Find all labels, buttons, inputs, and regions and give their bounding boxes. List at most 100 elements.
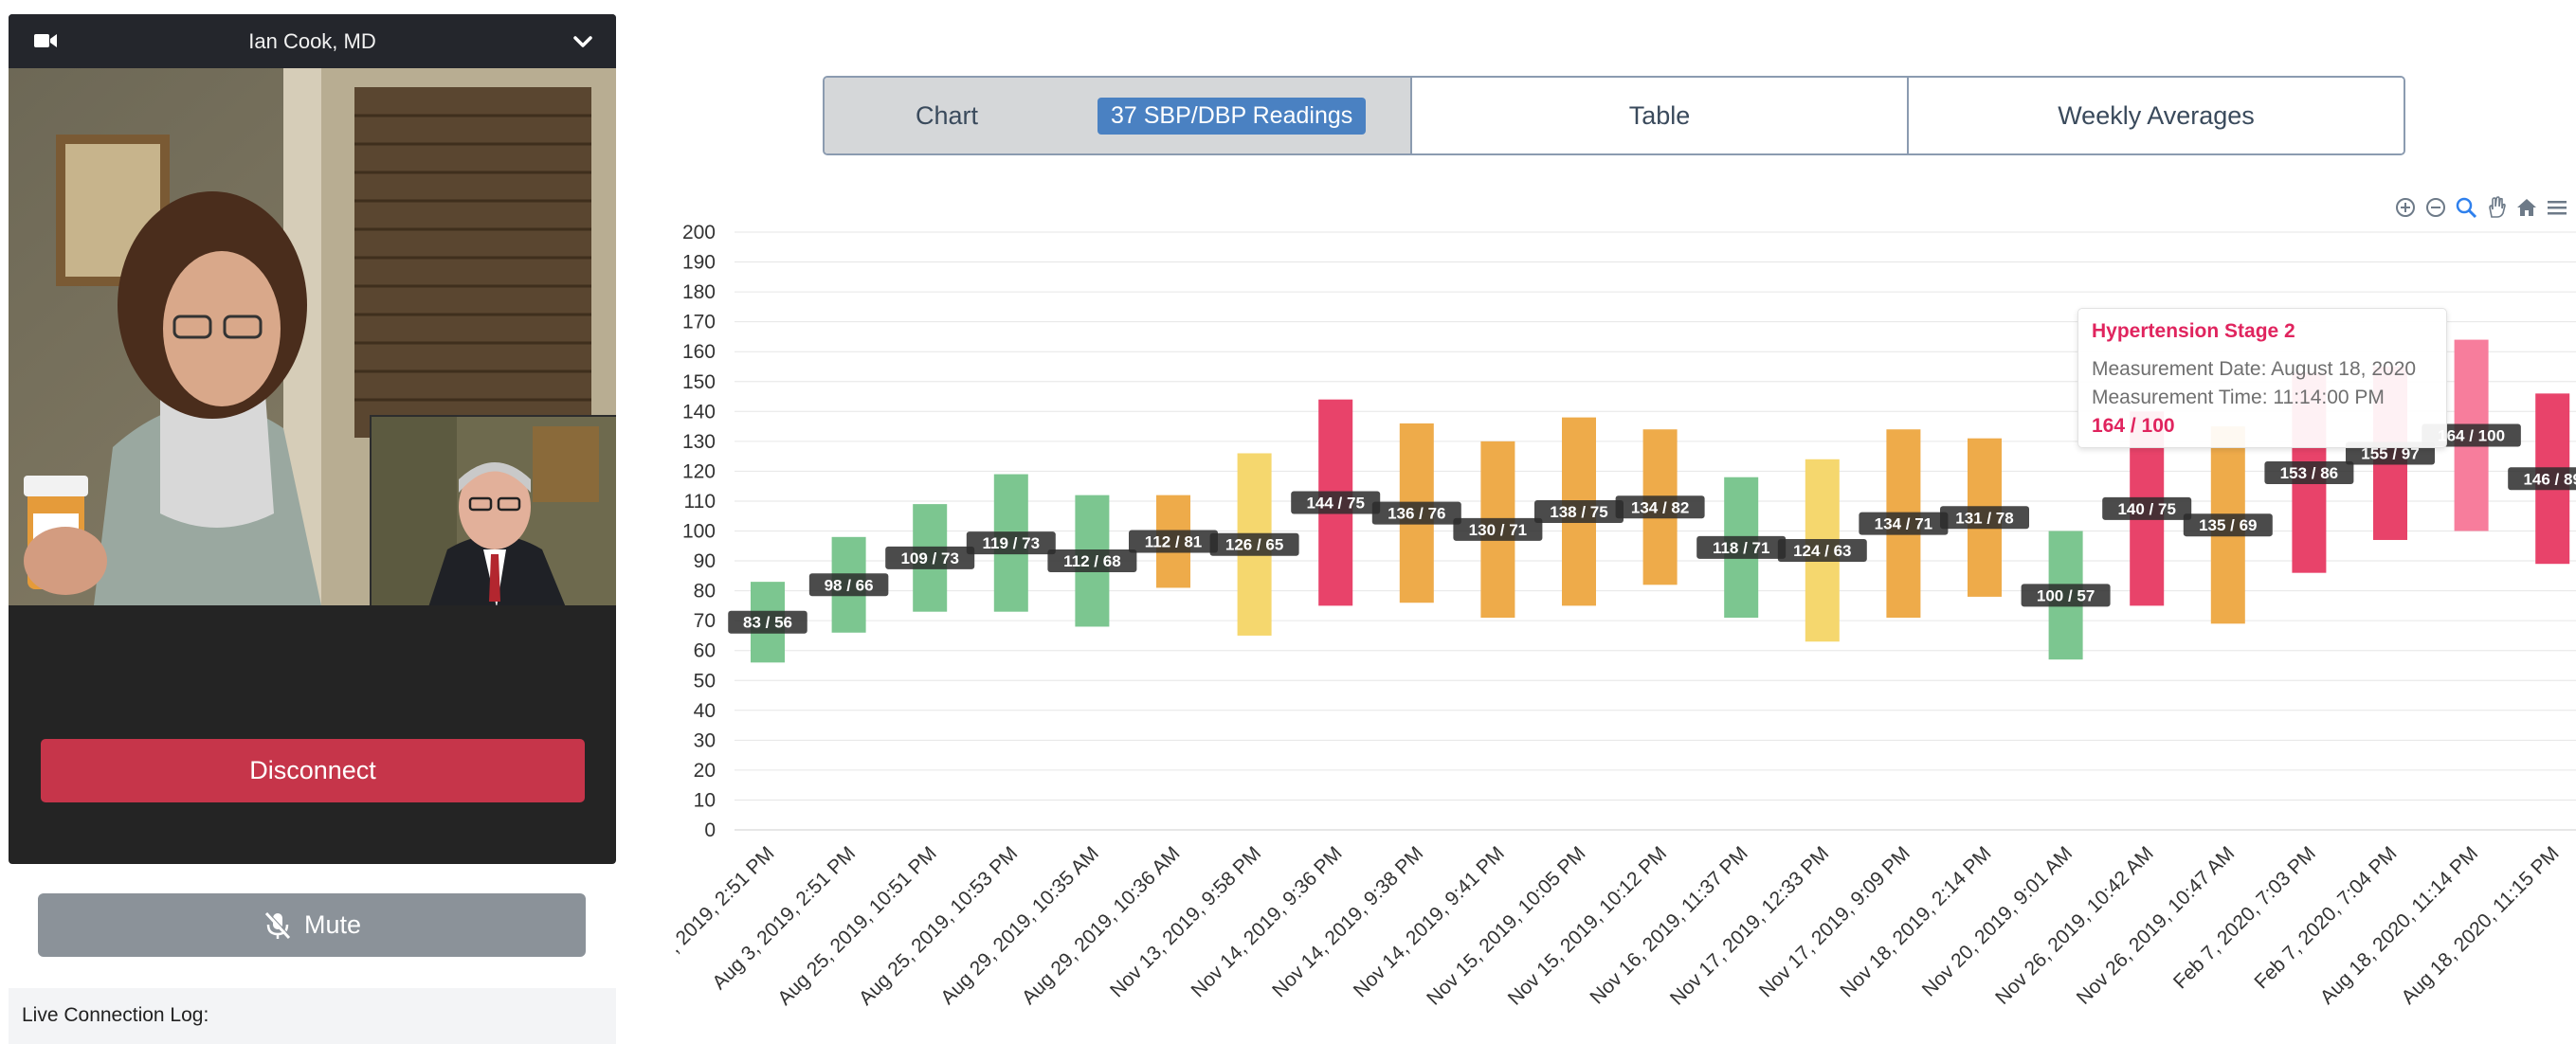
caller-name: Ian Cook, MD (248, 29, 376, 53)
data-label: 119 / 73 (983, 534, 1041, 552)
data-label-bg (1859, 512, 1949, 535)
x-tick-label: Nov 13, 2019, 9:58 PM (1106, 842, 1265, 1001)
x-tick-label: Nov 16, 2019, 11:37 PM (1586, 842, 1751, 1008)
data-label: 112 / 68 (1063, 552, 1121, 570)
data-label: 153 / 86 (2280, 464, 2338, 482)
menu-icon[interactable] (2546, 196, 2568, 219)
y-tick-label: 100 (682, 521, 716, 543)
data-label: 136 / 76 (1388, 505, 1445, 523)
y-tick-label: 20 (694, 760, 716, 782)
home-icon[interactable] (2515, 196, 2538, 219)
y-tick-label: 140 (682, 401, 716, 423)
chevron-down-icon[interactable] (572, 31, 593, 52)
data-label-bg (1371, 501, 1461, 525)
mute-button[interactable]: Mute (38, 893, 586, 957)
data-label: 164 / 100 (2438, 427, 2505, 445)
data-label: 126 / 65 (1225, 536, 1283, 554)
data-label-bg (2021, 584, 2111, 607)
video-camera-icon (34, 34, 57, 47)
readings-count-badge: 37 SBP/DBP Readings (1098, 97, 1367, 135)
mute-label: Mute (303, 910, 362, 939)
data-label: 146 / 89 (2523, 470, 2576, 488)
data-label-bg (2102, 496, 2192, 520)
data-label-bg (1777, 539, 1867, 563)
disconnect-button[interactable]: Disconnect (41, 739, 585, 802)
chart-plot-area[interactable]: 0 10 20 30 40 50 60 70 80 90 100 110 120 130 140 150 160… (654, 185, 2576, 1044)
x-tick-label: Aug 18, 2020, 11:15 PM (2397, 842, 2563, 1008)
data-label-bg (2183, 513, 2273, 537)
tooltip-value: 164 / 100 (2092, 415, 2175, 437)
data-label: 138 / 75 (1550, 503, 1607, 521)
y-tick-label: 160 (682, 341, 716, 363)
blood-pressure-chart: 0 10 20 30 40 50 60 70 80 90 100 110 120 130 140 150 160… (654, 185, 2576, 1044)
tooltip-time: Measurement Time: 11:14:00 PM (2092, 387, 2385, 408)
data-label: 112 / 81 (1145, 533, 1203, 551)
data-label: 130 / 71 (1469, 521, 1527, 539)
chart-tooltip: Hypertension Stage 2 Measurement Date: A… (2077, 308, 2447, 448)
x-tick-label: Nov 26, 2019, 10:47 AM (2073, 842, 2240, 1009)
tab-chart-label: Chart (916, 100, 979, 130)
zoom-in-icon[interactable] (2394, 196, 2417, 219)
data-label: 140 / 75 (2117, 500, 2175, 518)
x-tick-label: Nov 14, 2019, 9:41 PM (1350, 842, 1509, 1001)
microphone-muted-icon (264, 911, 292, 939)
y-tick-label: 190 (682, 252, 716, 274)
x-tick-label: Nov 15, 2019, 10:05 PM (1423, 842, 1589, 1009)
data-label: 134 / 71 (1875, 515, 1932, 533)
y-tick-label: 0 (704, 819, 716, 841)
y-tick-label: 90 (694, 550, 716, 572)
x-tick-label: Aug 25, 2019, 10:51 PM (773, 842, 940, 1009)
chart-toolbar (2394, 196, 2568, 219)
x-tick-label: Aug 18, 2020, 11:14 PM (2316, 842, 2482, 1008)
x-tick-label: Aug 29, 2019, 10:35 AM (936, 842, 1103, 1009)
y-tick-label: 150 (682, 371, 716, 393)
video-header: Ian Cook, MD (9, 14, 616, 68)
x-tick-label: Feb 7, 2020, 7:04 PM (2250, 842, 2401, 993)
x-tick-label: Nov 17, 2019, 12:33 PM (1666, 842, 1833, 1009)
tooltip-date: Measurement Date: August 18, 2020 (2092, 358, 2417, 380)
zoom-out-icon[interactable] (2424, 196, 2447, 219)
data-label: 155 / 97 (2361, 444, 2419, 462)
connection-log: Live Connection Log: (9, 988, 616, 1044)
magnifier-icon[interactable] (2455, 196, 2477, 219)
data-label-bg (1129, 530, 1218, 553)
data-label: 118 / 71 (1713, 539, 1770, 557)
data-label: 131 / 78 (1955, 509, 2013, 527)
tab-weekly-averages[interactable]: Weekly Averages (1909, 78, 2404, 153)
x-tick-label: Nov 20, 2019, 9:01 AM (1918, 842, 2077, 1000)
x-tick-label: Aug 3, 2019, 2:51 PM (708, 842, 860, 994)
data-label-bg (1696, 535, 1787, 559)
data-label-bg (1047, 549, 1137, 573)
pan-hand-icon[interactable] (2485, 196, 2508, 219)
data-label: 83 / 56 (743, 614, 792, 632)
self-video-feed (370, 415, 616, 605)
connection-log-label: Live Connection Log: (22, 1004, 209, 1026)
data-label-bg (1615, 495, 1705, 519)
y-tick-label: 60 (694, 640, 716, 662)
data-label: 134 / 82 (1631, 498, 1689, 516)
data-label: 135 / 69 (2199, 516, 2257, 534)
tooltip-category: Hypertension Stage 2 (2092, 320, 2295, 342)
tab-table[interactable]: Table (1412, 78, 1909, 153)
y-tick-label: 70 (694, 610, 716, 632)
x-tick-label: Nov 15, 2019, 10:12 PM (1504, 842, 1671, 1009)
y-tick-label: 30 (694, 729, 716, 751)
y-tick-label: 110 (684, 491, 716, 513)
x-tick-label: Nov 17, 2019, 9:09 PM (1755, 842, 1914, 1001)
y-tick-label: 170 (682, 312, 716, 333)
data-label: 109 / 73 (900, 549, 958, 567)
y-tick-label: 40 (694, 700, 716, 722)
data-label: 98 / 66 (825, 576, 874, 594)
data-label-bg (728, 610, 807, 634)
tab-chart[interactable]: Chart 37 SBP/DBP Readings (825, 78, 1412, 153)
y-tick-label: 130 (682, 431, 716, 453)
data-label-bg (1940, 506, 2029, 530)
y-tick-label: 180 (682, 281, 716, 303)
video-call-panel: Ian Cook, MD (9, 14, 616, 864)
data-label-bg (1534, 499, 1624, 523)
data-label-bg (1209, 532, 1299, 556)
y-tick-label: 120 (682, 460, 716, 482)
data-label: 144 / 75 (1306, 495, 1364, 513)
data-label-bg (1291, 491, 1381, 514)
data-label: 124 / 63 (1793, 542, 1851, 560)
